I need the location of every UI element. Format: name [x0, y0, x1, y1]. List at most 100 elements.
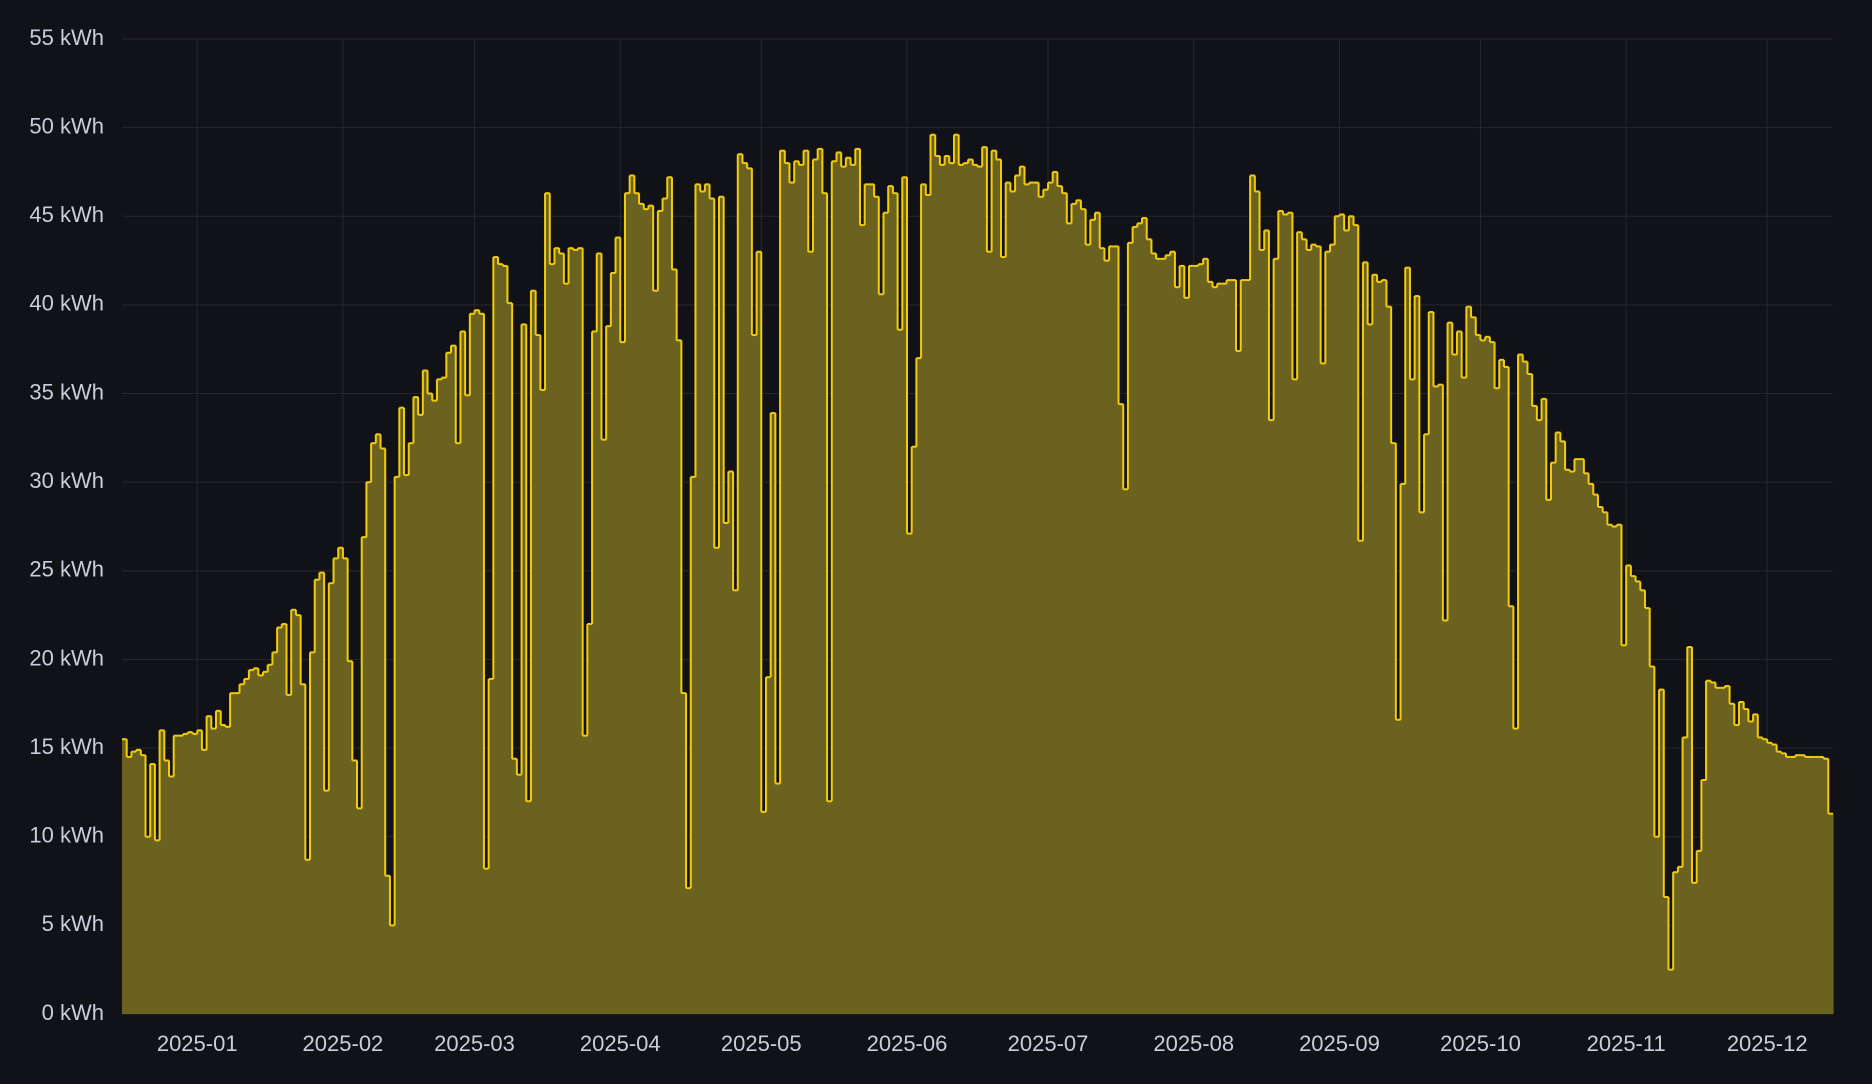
area-step	[1066, 223, 1073, 1014]
area-step	[878, 294, 885, 1015]
area-step	[1729, 703, 1735, 1014]
area-step	[1024, 184, 1030, 1014]
area-step	[1033, 182, 1040, 1014]
area-step	[1174, 287, 1181, 1014]
area-step	[1602, 512, 1608, 1014]
area-step	[662, 198, 668, 1014]
area-step	[991, 150, 997, 1014]
area-step	[389, 925, 396, 1014]
area-step	[197, 730, 203, 1014]
area-step	[1287, 212, 1294, 1014]
x-tick-label: 2025-04	[580, 1031, 661, 1056]
area-step	[676, 340, 682, 1014]
y-tick-label: 20 kWh	[29, 645, 104, 670]
area-step	[831, 161, 838, 1014]
area-step	[394, 476, 400, 1014]
area-step	[1165, 255, 1171, 1015]
area-step	[1001, 257, 1007, 1015]
area-step	[1691, 882, 1698, 1014]
area-step	[1344, 230, 1350, 1015]
area-step	[765, 677, 772, 1014]
area-step	[869, 184, 875, 1014]
area-step	[1682, 737, 1688, 1014]
area-step	[1433, 386, 1439, 1014]
area-step	[357, 808, 363, 1014]
area-step	[1795, 755, 1801, 1014]
area-step	[1048, 182, 1054, 1014]
area-step	[808, 251, 814, 1014]
area-step	[281, 624, 288, 1014]
area-step	[399, 407, 405, 1014]
y-tick-label: 50 kWh	[29, 113, 104, 138]
area-step	[183, 733, 189, 1014]
area-step	[1541, 398, 1547, 1014]
area-step	[164, 760, 170, 1014]
area-step	[1151, 253, 1157, 1014]
area-step	[1231, 280, 1237, 1014]
area-step	[248, 670, 255, 1014]
area-step	[380, 448, 386, 1014]
area-step	[1348, 216, 1355, 1015]
area-step	[1536, 420, 1543, 1014]
area-step	[1353, 225, 1359, 1015]
area-step	[704, 184, 711, 1014]
area-step	[507, 303, 513, 1014]
area-step	[596, 253, 603, 1014]
area-step	[784, 163, 791, 1014]
area-step	[939, 164, 946, 1014]
area-step	[592, 331, 598, 1014]
y-tick-label: 45 kWh	[29, 202, 104, 227]
area-step	[1118, 404, 1124, 1014]
area-step	[1485, 336, 1491, 1014]
area-step	[855, 148, 861, 1015]
y-tick-label: 30 kWh	[29, 468, 104, 493]
area-step	[1616, 524, 1623, 1014]
area-step	[817, 148, 823, 1015]
area-step	[159, 730, 165, 1014]
area-step	[714, 547, 720, 1014]
area-step	[639, 203, 645, 1014]
area-step	[530, 290, 537, 1014]
area-step	[1597, 507, 1604, 1014]
area-step	[1607, 524, 1613, 1014]
area-step	[521, 324, 527, 1015]
area-step	[169, 776, 175, 1014]
area-step	[629, 175, 635, 1014]
area-step	[1452, 354, 1458, 1015]
area-step	[1109, 246, 1115, 1015]
area-step	[1362, 262, 1369, 1014]
area-step	[1546, 499, 1552, 1015]
area-step	[1550, 462, 1557, 1014]
area-step	[239, 684, 245, 1014]
area-step	[1555, 432, 1561, 1015]
area-step	[1015, 175, 1021, 1014]
area-step	[1574, 459, 1580, 1014]
area-step	[1099, 248, 1106, 1014]
area-step	[126, 756, 133, 1014]
area-step	[836, 152, 842, 1015]
area-step	[1644, 608, 1651, 1014]
area-step	[145, 836, 151, 1014]
area-step	[1372, 274, 1378, 1015]
area-step	[427, 393, 433, 1015]
area-step	[220, 725, 227, 1014]
area-step	[352, 760, 358, 1014]
area-step	[1790, 756, 1796, 1014]
area-step	[563, 283, 570, 1014]
area-step	[667, 177, 673, 1015]
area-step	[1240, 280, 1247, 1014]
area-step	[573, 249, 579, 1015]
area-step	[700, 191, 706, 1015]
area-step	[996, 159, 1002, 1014]
area-step	[1466, 306, 1472, 1014]
step-line	[122, 133, 1833, 971]
area-step	[620, 342, 626, 1014]
area-step	[690, 476, 697, 1014]
area-step	[827, 801, 833, 1014]
x-tick-label: 2025-08	[1153, 1031, 1234, 1056]
area-step	[1076, 200, 1082, 1014]
area-step	[1743, 709, 1749, 1014]
area-step	[921, 184, 927, 1014]
area-step	[1503, 366, 1510, 1014]
area-step	[1818, 756, 1825, 1014]
